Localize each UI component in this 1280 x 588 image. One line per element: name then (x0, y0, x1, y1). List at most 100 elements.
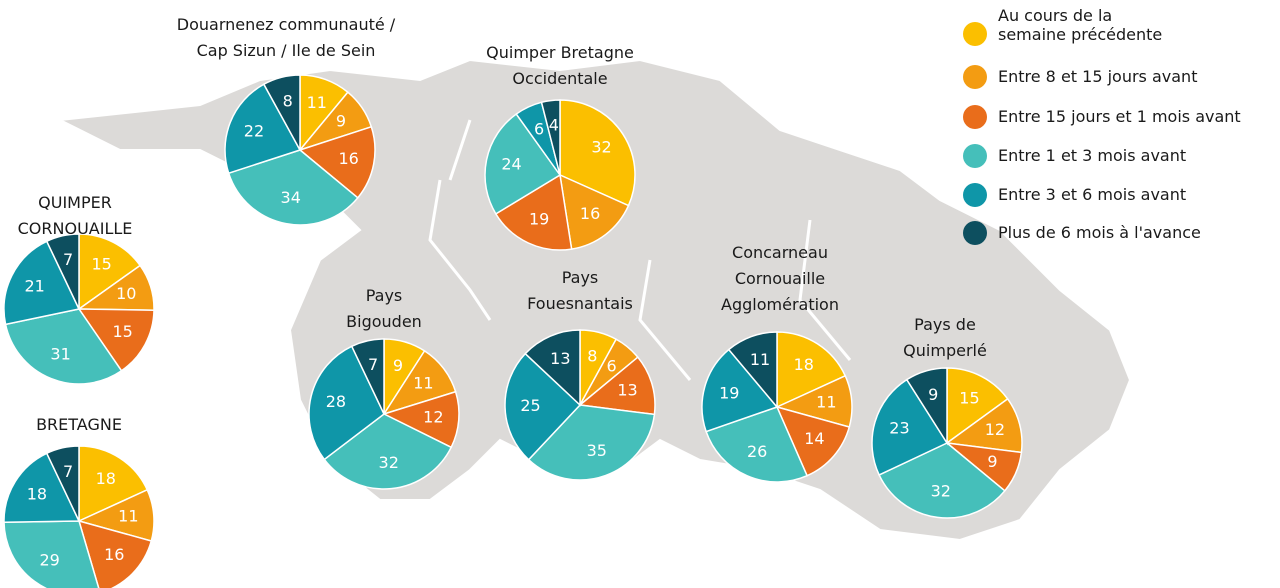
slice-label: 12 (423, 407, 443, 426)
pie-slice (775, 405, 851, 477)
slice-label: 8 (587, 347, 597, 366)
pie-slice (776, 331, 847, 409)
slice-label: 14 (804, 429, 824, 448)
pie-slice (559, 173, 630, 250)
region-title: Pays Bigouden (346, 286, 422, 331)
region-title: Pays de Quimperlé (903, 315, 987, 360)
slice-label: 4 (549, 115, 559, 134)
slice-label: 34 (281, 188, 301, 207)
pie-slice (871, 378, 949, 476)
pie-slice (4, 308, 123, 385)
slice-label: 29 (39, 550, 59, 569)
slice-label: 32 (931, 482, 951, 501)
slice-label: 9 (928, 385, 938, 404)
region-title: Concarneau Cornouaille Agglomération (721, 243, 839, 314)
slice-label: 9 (336, 112, 346, 131)
slice-label: 8 (283, 92, 293, 111)
slice-label: 16 (104, 545, 124, 564)
slice-label: 6 (534, 120, 544, 139)
legend-swatch (963, 22, 987, 46)
pie-slice (701, 348, 779, 433)
pie-slice (878, 442, 1006, 519)
pie-slice (484, 113, 562, 215)
legend-swatch (963, 65, 987, 89)
slice-label: 9 (987, 452, 997, 471)
slice-label: 6 (606, 356, 616, 375)
region-title: QUIMPER CORNOUAILLE (17, 193, 133, 238)
slice-label: 11 (750, 350, 770, 369)
slice-label: 16 (338, 149, 358, 168)
pie-slice (224, 83, 302, 175)
legend-swatch (963, 105, 987, 129)
slice-label: 25 (520, 396, 540, 415)
slice-label: 18 (27, 484, 47, 503)
slice-label: 18 (96, 469, 116, 488)
pie-slice (45, 445, 80, 522)
legend-label: Entre 3 et 6 mois avant (998, 185, 1187, 204)
legend-label: Au cours de la semaine précédente (998, 6, 1163, 44)
slice-label: 32 (591, 138, 611, 157)
slice-label: 24 (501, 155, 521, 174)
slice-label: 16 (580, 204, 600, 223)
map-border (428, 119, 852, 381)
pie-slice (905, 367, 948, 446)
pie-slice (524, 329, 581, 407)
pie-slice (77, 308, 155, 372)
legend-label: Plus de 6 mois à l'avance (998, 223, 1201, 242)
slice-label: 11 (413, 374, 433, 393)
pie-slice (705, 406, 809, 483)
pie-slice (946, 367, 1009, 445)
slice-label: 35 (587, 441, 607, 460)
region-title: Douarnenez communauté / Cap Sizun / Ile … (176, 15, 396, 60)
pie-slice (727, 331, 778, 410)
slice-label: 22 (244, 121, 264, 140)
pie-slice (3, 452, 81, 523)
pie-slice (308, 345, 385, 461)
pie-slice (78, 233, 142, 311)
pie-slice (540, 99, 561, 176)
slice-label: 10 (116, 284, 136, 303)
pie-slice (3, 240, 81, 326)
slice-label: 15 (92, 255, 112, 274)
slice-label: 7 (63, 250, 73, 269)
pie-slice (578, 356, 656, 416)
region-title: Pays Fouesnantais (527, 268, 633, 313)
legend-label: Entre 15 jours et 1 mois avant (998, 107, 1241, 126)
slice-label: 11 (816, 393, 836, 412)
slice-label: 13 (550, 349, 570, 368)
slice-label: 7 (368, 355, 378, 374)
pie-slice (350, 338, 385, 415)
slice-label: 7 (63, 462, 73, 481)
legend-label: Entre 8 et 15 jours avant (998, 67, 1198, 86)
slice-label: 28 (326, 392, 346, 411)
slice-label: 19 (529, 209, 549, 228)
pie-slice (504, 352, 582, 461)
slice-label: 9 (393, 356, 403, 375)
slice-label: 32 (379, 453, 399, 472)
slice-label: 15 (112, 322, 132, 341)
legend-swatch (963, 144, 987, 168)
region-title: Quimper Bretagne Occidentale (486, 43, 634, 88)
slice-label: 11 (118, 507, 138, 526)
slice-label: 26 (747, 442, 767, 461)
slice-label: 15 (959, 388, 979, 407)
pie-slice (3, 520, 100, 588)
pie-slice (527, 404, 656, 481)
pie-slice (298, 125, 376, 199)
slice-label: 21 (24, 277, 44, 296)
pie-slice (45, 233, 80, 310)
pie-slice (559, 99, 636, 207)
slice-label: 13 (617, 381, 637, 400)
pie-slice (494, 173, 573, 251)
pie-slice (323, 413, 453, 490)
pie-slice (227, 149, 359, 226)
slice-label: 12 (985, 420, 1005, 439)
slice-label: 31 (50, 344, 70, 363)
slice-label: 19 (719, 383, 739, 402)
pie-slice (262, 74, 301, 151)
pie-slice (78, 445, 149, 523)
legend-swatch (963, 183, 987, 207)
slice-label: 18 (794, 355, 814, 374)
